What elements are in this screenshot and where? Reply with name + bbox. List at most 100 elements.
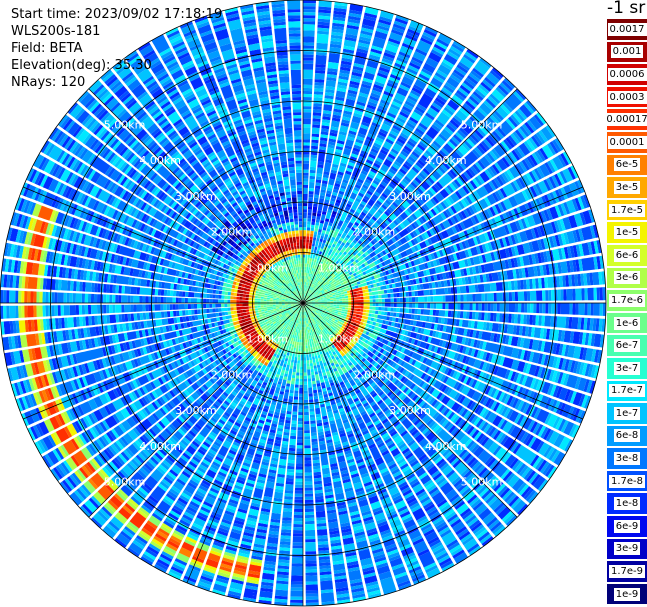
start-time: Start time: 2023/09/02 17:18:19 [11,7,223,22]
azimuth-spoke [88,302,304,518]
colorbar-item: 3e-9 [607,537,647,561]
colorbar-label: 1.7e-8 [608,474,646,488]
colorbar-unit: -1 sr [607,0,646,18]
azimuth-spoke [302,186,584,304]
nrays: NRays: 120 [11,75,86,90]
colorbar-label: 0.001 [610,45,644,59]
colorbar-item: 0.0006 [607,63,647,86]
colorbar-label: 6e-7 [613,339,641,353]
colorbar-label: 1e-8 [613,497,641,511]
instrument-name: WLS200s-181 [11,24,101,39]
colorbar-label: 3e-8 [613,452,641,466]
azimuth-spoke [88,88,304,304]
azimuth-spoke [186,302,304,584]
azimuth-spoke [302,22,420,304]
heat-cells [25,221,364,579]
colorbar-label: 1e-5 [613,226,641,240]
colorbar-label: 0.00017 [604,113,647,127]
azimuth-spoke [302,88,518,304]
range-label: 5.00km [461,476,503,489]
colorbar-item: 1e-6 [607,311,647,335]
range-label: 2.00km [211,226,253,239]
colorbar-item: 1.7e-5 [607,198,647,222]
range-labels: 1.00km 1.00km 1.00km 1.00km 2.00km 2.00km 2.00… [104,119,503,489]
colorbar-label: 1.7e-6 [608,293,646,307]
polar-grid [0,0,607,607]
colorbar-label: 1e-7 [613,406,641,420]
range-label: 1.00km [318,261,360,274]
colorbar-item: 1.7e-6 [607,289,647,312]
colorbar-label: 3e-6 [613,271,641,285]
colorbar-item: 3e-7 [607,356,647,380]
colorbar-item: 6e-5 [607,153,647,177]
colorbar-label: 3e-5 [613,180,641,194]
colorbar-item: 0.001 [607,40,647,64]
heat-cells [215,203,337,257]
colorbar-item: 3e-8 [607,447,647,470]
range-label: 1.00km [247,261,289,274]
info-panel: Start time: 2023/09/02 17:18:19 WLS200s-… [11,6,222,91]
range-label: 3.00km [389,404,431,417]
range-label: 5.00km [461,119,503,132]
colorbar-item: 0.0003 [607,85,647,109]
colorbar-item: 1e-8 [607,492,647,516]
range-label: 1.00km [318,333,360,346]
polar-ppi-plot: 1.00km 1.00km 1.00km 1.00km 2.00km 2.00km 2.00… [0,0,607,607]
colorbar-item: 3e-6 [607,266,647,290]
colorbar-label: 3e-7 [613,361,641,375]
colorbar-item: 1e-9 [607,582,647,606]
range-label: 1.00km [247,333,289,346]
azimuth-spoke [186,22,304,304]
azimuth-spoke [302,302,420,584]
colorbar-label: 6e-5 [613,158,641,172]
colorbar-item: 6e-7 [607,334,647,357]
range-label: 5.00km [104,119,146,132]
range-label: 4.00km [425,440,467,453]
colorbar-label: 1.7e-7 [608,384,646,398]
colorbar-label: 0.0006 [607,67,647,81]
range-label: 4.00km [139,154,181,167]
field-name: Field: BETA [11,41,83,56]
heat-cells [24,219,314,576]
colorbar-item: 3e-5 [607,176,647,199]
range-label: 2.00km [211,368,253,381]
azimuth-spoke [22,302,304,420]
range-label: 4.00km [139,440,181,453]
colorbar-item: 0.0001 [607,130,647,154]
azimuth-spoke [22,186,304,304]
colorbar-label: 6e-6 [613,248,641,262]
colorbar-item: 1.7e-8 [607,469,647,493]
range-label: 5.00km [104,476,146,489]
colorbar-label: 0.0017 [607,22,647,36]
colorbar-label: 6e-9 [613,519,641,533]
colorbar-label: 1.7e-9 [608,565,646,579]
colorbar-label: 0.0003 [607,90,647,104]
colorbar-label: 1e-9 [613,587,641,601]
colorbar-item: 6e-6 [607,243,647,267]
colorbar: 0.0017 0.001 0.0006 0.0003 0.00017 0.0001 6e-5… [604,18,647,606]
heat-cells [236,236,364,351]
colorbar-label: 0.0001 [607,135,647,149]
colorbar-label: 1e-6 [613,316,641,330]
colorbar-item: 1.7e-9 [607,560,647,583]
range-label: 3.00km [175,190,217,203]
azimuth-spoke [302,302,518,518]
colorbar-label: 3e-9 [613,542,641,556]
heat-cells [1,3,606,606]
colorbar-item: 1e-5 [607,221,647,244]
range-label: 2.00km [354,226,396,239]
colorbar-label: 1.7e-5 [608,203,646,217]
heat-cells [216,190,342,255]
elevation: Elevation(deg): 35.30 [11,58,152,73]
colorbar-item: 6e-9 [607,515,647,538]
range-label: 3.00km [175,404,217,417]
range-label: 4.00km [425,154,467,167]
heat-cells [0,6,602,604]
colorbar-item: 0.0017 [607,18,647,41]
range-label: 2.00km [354,368,396,381]
colorbar-item: 6e-8 [607,424,647,448]
range-label: 3.00km [389,190,431,203]
azimuth-spoke [302,302,584,420]
colorbar-label: 6e-8 [613,429,641,443]
colorbar-item: 1e-7 [607,402,647,425]
